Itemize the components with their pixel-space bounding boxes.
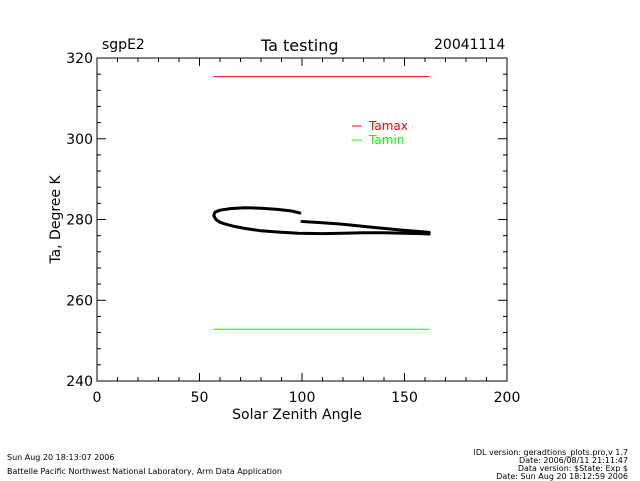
x-tick-label: 100 (289, 390, 316, 406)
x-tick-label: 200 (494, 390, 521, 406)
x-tick-label: 50 (191, 390, 209, 406)
legend-label: Tamax (368, 119, 408, 133)
series-line-ta-2 (212, 206, 431, 236)
data-version: Data version: $State: Exp $ (517, 464, 628, 473)
y-tick-label: 260 (66, 293, 93, 309)
series-line-ta-3 (300, 220, 431, 234)
y-tick-label: 320 (66, 51, 93, 67)
chart-series (212, 76, 431, 330)
idl-version: IDL version: geradtions_plots.pro,v 1.7 (473, 448, 629, 457)
data-date: Date: Sun Aug 20 18:12:59 2006 (496, 472, 628, 481)
x-tick-label: 150 (391, 390, 418, 406)
file-date: Date: 2006/08/11 21:11:47 (519, 456, 628, 465)
legend-label: Tamin (368, 133, 404, 147)
y-axis-label: Ta, Degree K (48, 175, 64, 265)
lab-credit: Battelle Pacific Northwest National Labo… (7, 467, 282, 476)
date-label: 20041114 (434, 37, 506, 53)
x-tick-label: 0 (93, 390, 102, 406)
chart-title: Ta testing (261, 36, 339, 55)
y-tick-label: 240 (66, 374, 93, 390)
plot-frame (96, 57, 508, 382)
axes: 0 50 100 150 200 240 260 280 300 320 Solar Zenith … (48, 51, 520, 423)
run-date: Sun Aug 20 18:13:07 2006 (7, 453, 115, 462)
y-tick-label: 280 (66, 213, 93, 229)
x-axis-label: Solar Zenith Angle (232, 407, 362, 423)
y-tick-label: 300 (66, 132, 93, 148)
site-label: sgpE2 (102, 37, 145, 53)
